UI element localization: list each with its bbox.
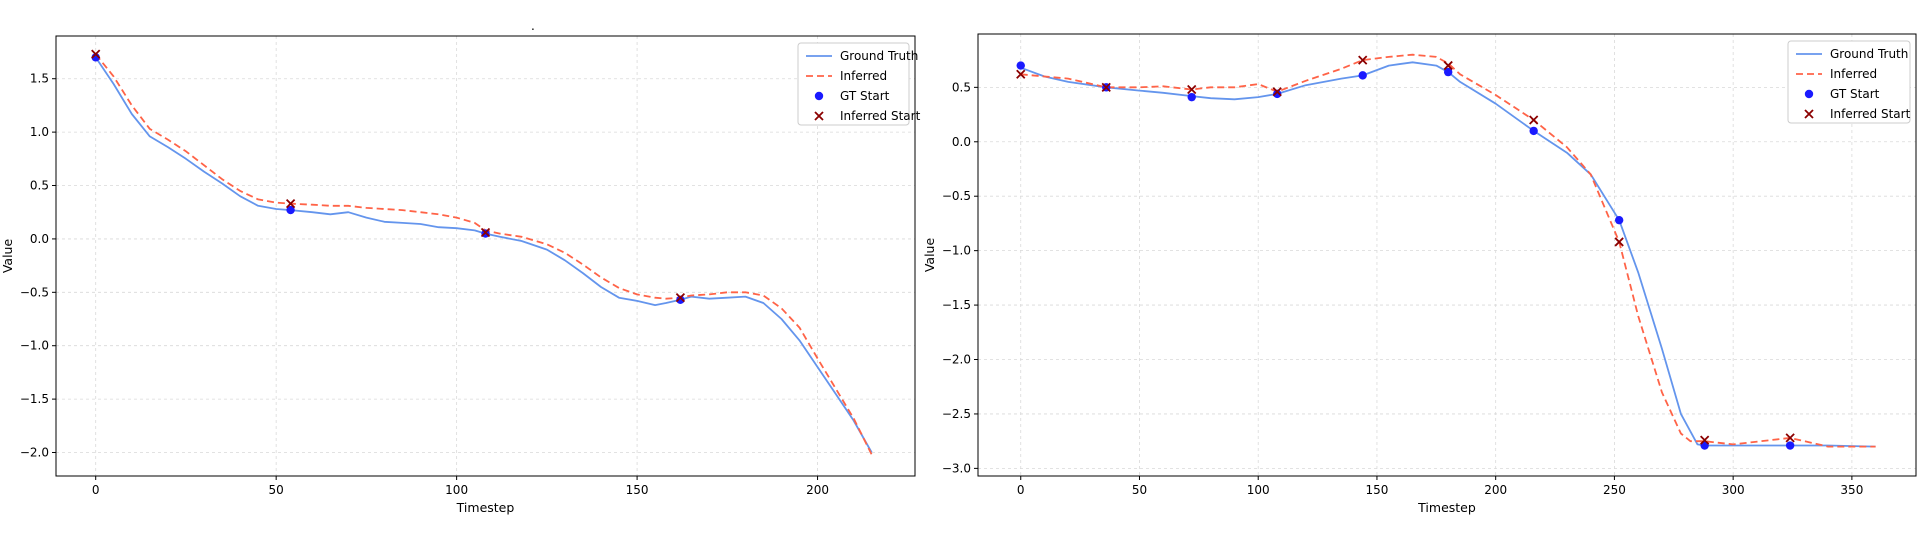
inferred-start-point [1272,87,1282,97]
inferred-start-point [1443,60,1453,71]
inferred-start-point [675,293,686,303]
gt-start-point [1016,61,1025,70]
legend-label: GT Start [1830,87,1880,101]
x-tick-label: 250 [1603,483,1626,497]
inferred-start-point [480,227,491,238]
legend-gt-start-swatch [814,91,824,101]
ground-truth-series-line [94,56,873,453]
y-tick-label: −2.0 [20,446,49,460]
y-axis-label: Value [0,239,15,274]
y-tick-label: −1.5 [942,298,971,312]
gt-start-point [1273,89,1282,99]
inferred-start-point [1785,433,1795,443]
gt-start-point [1187,92,1196,102]
stray-dot-mark: . [531,19,535,33]
y-tick-label: 1.0 [30,125,49,139]
plot-frame [55,35,916,477]
inferred-start-point [1016,69,1026,79]
y-tick-label: 0.0 [30,232,49,246]
x-tick-label: 200 [1484,483,1507,497]
y-tick-label: −2.0 [942,353,971,367]
x-tick-label: 350 [1840,483,1863,497]
gt-start-point [1358,71,1367,80]
y-tick-label: 1.5 [30,72,49,86]
inferred-start-point [1101,82,1111,92]
y-tick-label: −0.5 [20,285,49,299]
x-tick-label: 50 [269,483,284,497]
y-tick-label: −0.5 [942,189,971,203]
legend-inferred-start-swatch [814,111,824,121]
inferred-start-point [1358,55,1368,65]
legend-label: Inferred Start [1830,107,1911,121]
x-tick-label: 0 [1017,483,1025,497]
legend-inferred-start-swatch [1804,109,1814,119]
legend-box [797,42,910,126]
gt-start-point [676,295,685,304]
gt-start-point [1614,215,1624,225]
x-tick-label: 150 [626,483,649,497]
y-tick-label: −2.5 [942,407,971,421]
x-axis-label: Timestep [1417,500,1476,515]
legend-label: Inferred Start [840,109,921,123]
inferred-start-point [285,199,296,209]
gt-start-point [286,205,295,215]
inferred-start-point [1529,115,1539,125]
inferred-series-line [94,53,873,456]
y-tick-label: 0.5 [30,179,49,193]
y-tick-label: −1.5 [20,392,49,406]
y-tick-label: −1.0 [942,244,971,258]
gt-start-point [1785,441,1795,450]
inferred-start-point [1700,435,1710,445]
y-tick-label: −1.0 [20,339,49,353]
right-chart: 0 50 100 150 200 250 300 350 0.5 0.0 −0.5 −1.0 −1.5 −… [922,33,1917,515]
plot-frame [977,33,1917,477]
x-tick-label: 0 [92,483,100,497]
inferred-start-point [1187,84,1197,95]
legend-label: Ground Truth [1830,47,1908,61]
legend-label: GT Start [840,89,890,103]
x-tick-label: 200 [806,483,829,497]
gt-start-point [1443,67,1453,77]
y-tick-label: 0.0 [952,135,971,149]
x-tick-label: 100 [445,483,468,497]
y-axis-label: Value [922,238,937,273]
inferred-start-point [1614,237,1624,247]
inferred-series-line [1020,53,1876,448]
gt-start-point [1529,126,1538,136]
x-tick-label: 50 [1132,483,1147,497]
legend-label: Ground Truth [840,49,918,63]
x-tick-label: 100 [1247,483,1270,497]
inferred-start-point [91,49,101,59]
legend-label: Inferred [1830,67,1877,81]
y-tick-label: 0.5 [952,80,971,94]
x-axis-label: Timestep [456,500,515,515]
y-tick-label: −3.0 [942,461,971,475]
legend-box [1787,40,1911,124]
left-chart: 0 50 100 150 200 1.5 1.0 0.5 0.0 −0.5 −1.0 −1.5 −2.0… [0,35,921,515]
ground-truth-series-line [1020,61,1876,448]
legend-label: Inferred [840,69,887,83]
x-tick-label: 300 [1722,483,1745,497]
x-tick-label: 150 [1365,483,1388,497]
legend-gt-start-swatch [1804,89,1814,99]
